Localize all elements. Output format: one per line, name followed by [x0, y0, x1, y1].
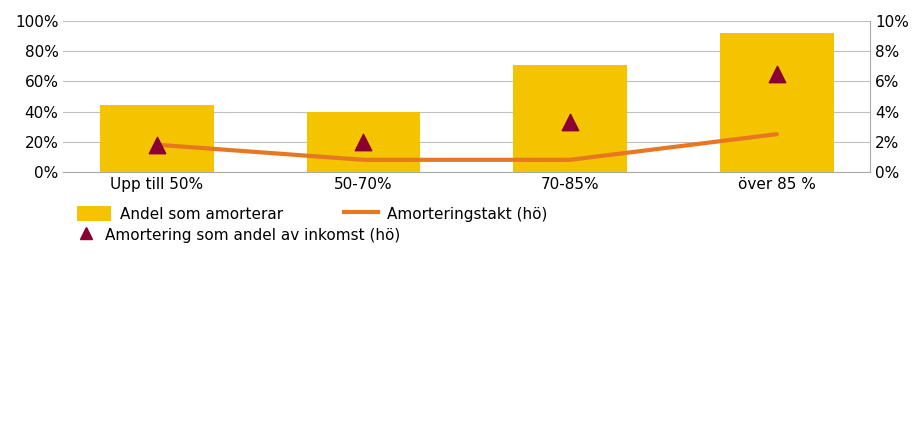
Point [770, 70, 784, 77]
Point [356, 138, 371, 145]
Bar [720, 33, 833, 172]
Legend: Amortering som andel av inkomst (hö): Amortering som andel av inkomst (hö) [71, 220, 406, 249]
Bar [100, 105, 213, 172]
Point [150, 141, 164, 148]
Point [563, 119, 578, 125]
Bar [307, 112, 420, 172]
Bar [514, 65, 627, 172]
